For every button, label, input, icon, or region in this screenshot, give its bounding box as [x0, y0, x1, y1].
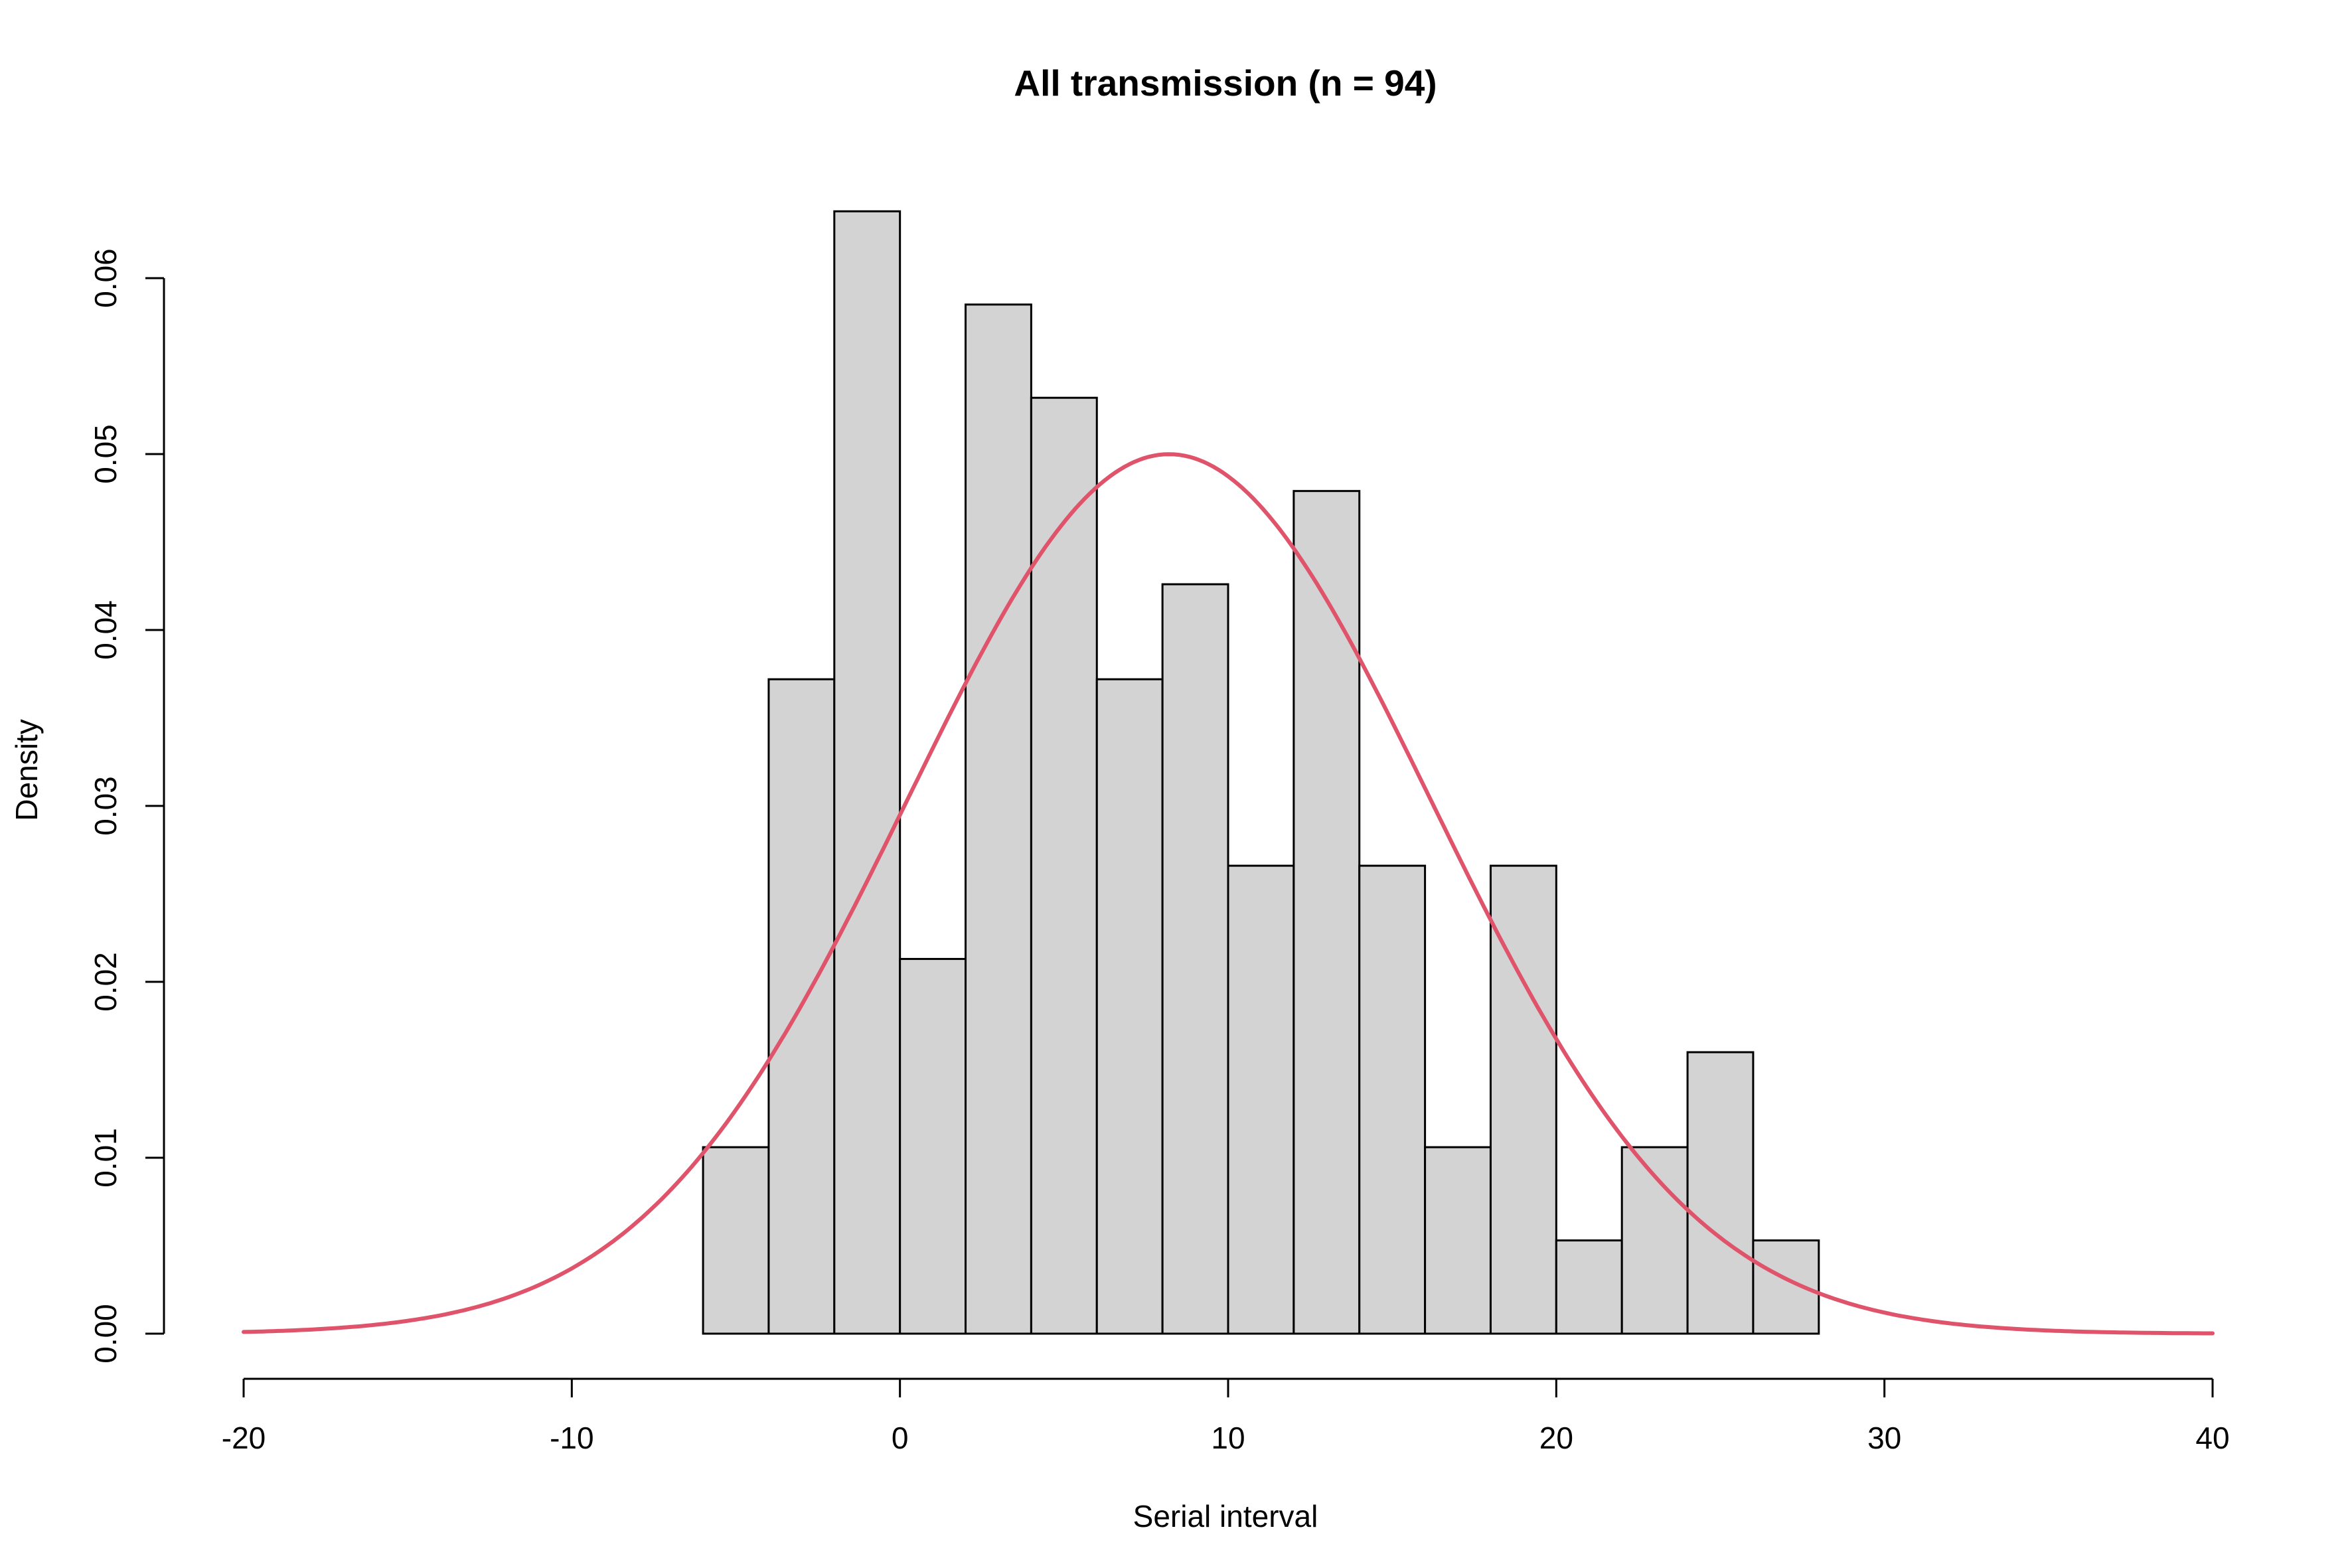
histogram-bar: [1030, 396, 1098, 1335]
histogram-bar: [1752, 1239, 1820, 1335]
y-axis-label: Density: [9, 719, 44, 821]
x-tick-label: 30: [1867, 1421, 1901, 1455]
histogram-bar: [1095, 678, 1164, 1335]
histogram-bar: [1686, 1051, 1755, 1335]
x-tick-label: 20: [1539, 1421, 1573, 1455]
y-axis: 0.00 0.01 0.02 0.03 0.04 0.05 0.06: [88, 248, 165, 1364]
y-tick-label: 0.04: [88, 600, 123, 660]
histogram-bar: [833, 210, 902, 1335]
density-curve-layer: [242, 452, 2215, 1336]
y-tick-label: 0.00: [88, 1304, 123, 1364]
x-tick-label: -20: [222, 1421, 266, 1455]
x-tick-label: -10: [550, 1421, 593, 1455]
histogram-bar: [965, 303, 1032, 1335]
histogram-bar: [1293, 490, 1361, 1335]
y-tick-label: 0.01: [88, 1128, 123, 1188]
histogram-bar: [1555, 1239, 1623, 1335]
histogram-bar: [1161, 583, 1229, 1335]
histogram-bar: [1227, 864, 1295, 1335]
x-axis: -20 -10 0 10 20 30 40: [222, 1377, 2230, 1455]
y-tick-label: 0.06: [88, 248, 123, 308]
histogram-bar: [899, 958, 967, 1335]
chart-title: All transmission (n = 94): [1014, 62, 1437, 104]
histogram-bar: [702, 1146, 770, 1335]
x-tick-label: 0: [892, 1421, 909, 1455]
y-tick-label: 0.02: [88, 952, 123, 1012]
y-tick-label: 0.05: [88, 424, 123, 484]
density-curve: [242, 452, 2215, 1336]
x-tick-label: 10: [1211, 1421, 1245, 1455]
histogram-bars: [702, 210, 1820, 1335]
histogram-bar: [1358, 864, 1427, 1335]
histogram-bar: [1424, 1146, 1492, 1335]
x-axis-label: Serial interval: [1133, 1499, 1318, 1533]
y-tick-label: 0.03: [88, 776, 123, 836]
x-tick-label: 40: [2195, 1421, 2229, 1455]
